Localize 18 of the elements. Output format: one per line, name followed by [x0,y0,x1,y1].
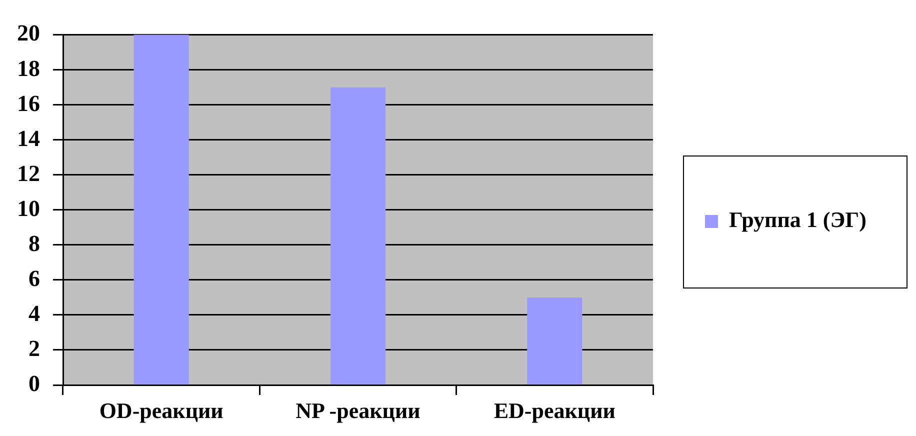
x-tick-label: OD-реакции [99,398,224,423]
x-tick-label: NP -реакции [296,398,421,423]
y-tick-label: 0 [28,370,40,396]
y-tick-label: 4 [28,300,40,326]
y-tick-label: 12 [17,160,40,186]
bar [527,297,582,384]
y-tick-label: 14 [17,126,40,151]
y-tick-label: 6 [28,266,40,291]
y-tick-label: 16 [17,90,40,116]
bar [134,34,189,384]
x-tick-label: ED-реакции [494,398,616,423]
y-tick-label: 2 [28,336,40,361]
legend-label: Группа 1 (ЭГ) [729,207,866,232]
y-tick-label: 20 [17,20,40,46]
bar [330,87,386,384]
y-tick-label: 18 [17,56,40,81]
y-tick-label: 8 [28,230,40,256]
y-tick-label: 10 [17,196,40,221]
